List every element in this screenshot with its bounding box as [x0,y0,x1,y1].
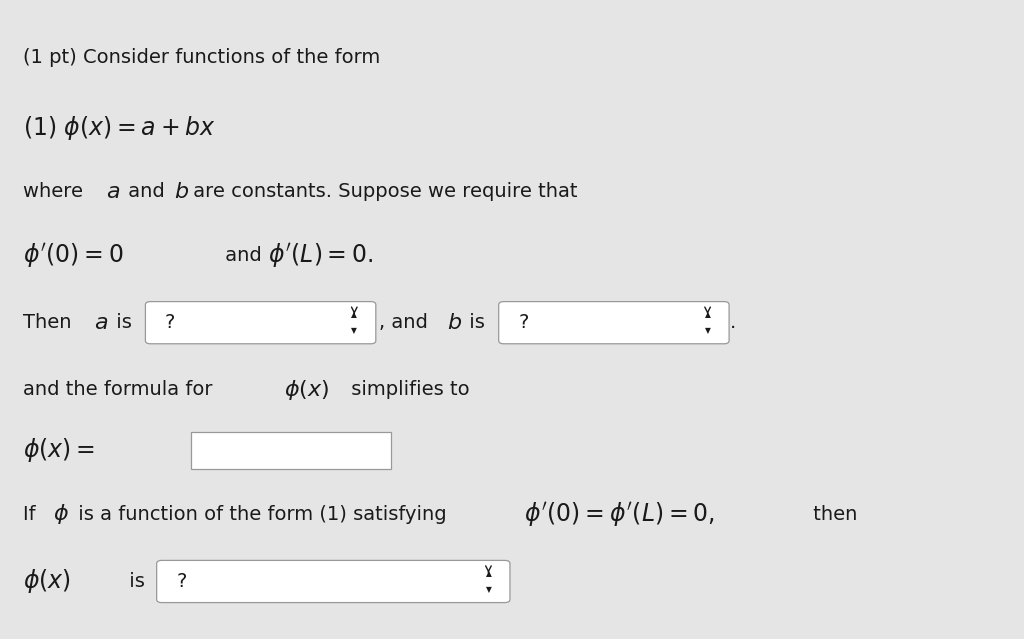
Text: (1 pt) Consider functions of the form: (1 pt) Consider functions of the form [23,48,380,67]
Text: then: then [807,505,857,524]
Text: ▲: ▲ [705,310,711,319]
Text: .: . [730,313,736,332]
FancyBboxPatch shape [145,302,376,344]
Text: ?: ? [518,313,528,332]
Text: $\phi'(0) = 0$: $\phi'(0) = 0$ [23,242,123,270]
Text: $a$: $a$ [94,312,109,333]
Text: and: and [219,246,268,265]
Text: is: is [463,313,484,332]
Text: and: and [122,182,171,201]
Text: ▲: ▲ [485,569,492,578]
Text: (1) $\phi(x) = a + bx$: (1) $\phi(x) = a + bx$ [23,114,215,142]
Text: is: is [123,572,144,591]
FancyBboxPatch shape [191,432,391,469]
Text: $\phi(x)$: $\phi(x)$ [23,567,71,596]
Text: ?: ? [165,313,175,332]
Text: $\phi$: $\phi$ [53,502,70,527]
Text: is: is [110,313,131,332]
Text: where: where [23,182,89,201]
Text: $\phi(x) =$: $\phi(x) =$ [23,436,94,465]
FancyBboxPatch shape [157,560,510,603]
Text: Then: Then [23,313,77,332]
Text: ▼: ▼ [485,585,492,594]
FancyBboxPatch shape [499,302,729,344]
Text: ▼: ▼ [351,327,357,335]
Text: $\phi'(L) = 0.$: $\phi'(L) = 0.$ [268,242,374,270]
Text: and the formula for: and the formula for [23,380,218,399]
Text: $b$: $b$ [174,181,189,202]
Text: $b$: $b$ [447,312,463,333]
Text: simplifies to: simplifies to [345,380,470,399]
Text: ▼: ▼ [705,327,711,335]
Text: ?: ? [176,572,186,591]
Text: is a function of the form (1) satisfying: is a function of the form (1) satisfying [72,505,446,524]
Text: $\phi'(0) = \phi'(L) = 0,$: $\phi'(0) = \phi'(L) = 0,$ [524,500,715,528]
Text: $\phi(x)$: $\phi(x)$ [284,378,329,402]
Text: , and: , and [379,313,434,332]
Text: $a$: $a$ [106,181,121,202]
Text: ▲: ▲ [351,310,357,319]
Text: are constants. Suppose we require that: are constants. Suppose we require that [187,182,578,201]
Text: If: If [23,505,41,524]
